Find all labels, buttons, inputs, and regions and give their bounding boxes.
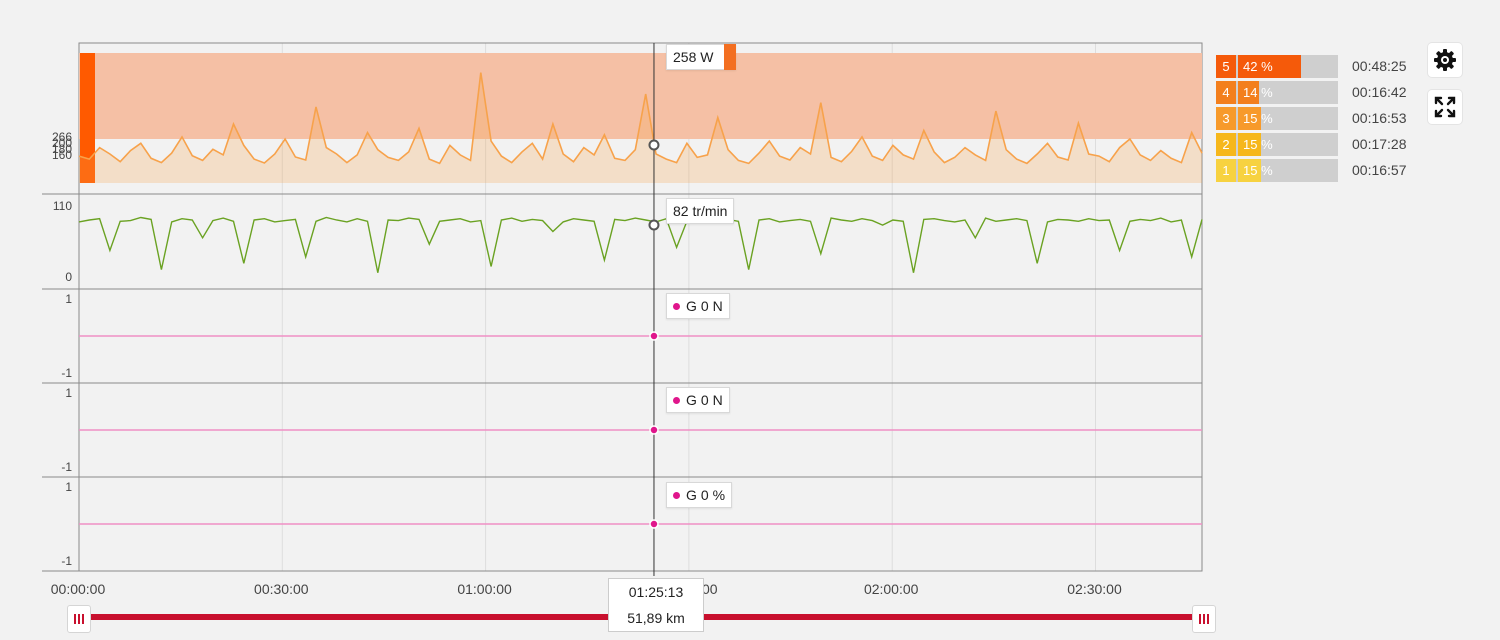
cursor-distance: 51,89 km <box>627 610 685 626</box>
settings-button[interactable] <box>1428 43 1462 77</box>
y-tick-label: 110 <box>53 199 72 213</box>
zone-time: 00:17:28 <box>1352 136 1407 152</box>
power-tooltip: 258 W <box>666 44 737 70</box>
zone-number: 2 <box>1216 133 1236 156</box>
zone-percent: 15 % <box>1243 111 1273 126</box>
cursor-time: 01:25:13 <box>628 584 684 600</box>
power-marker <box>648 139 660 151</box>
zone-row: 1 15 % 00:16:57 <box>1216 159 1416 182</box>
y-tick-label: 160 <box>52 148 72 162</box>
series-label: G <box>686 392 697 408</box>
power-panel[interactable] <box>78 53 1203 183</box>
zone-bar <box>1238 81 1259 104</box>
grip-icon <box>1199 614 1209 624</box>
series-dot <box>673 396 680 404</box>
series-value: 0 N <box>700 298 723 314</box>
y-tick-label: 266 <box>52 130 72 144</box>
power-spike <box>80 53 95 183</box>
y-tick-label: 180 <box>52 142 72 156</box>
gear-icon <box>1434 49 1456 71</box>
zone-bar <box>1238 159 1261 182</box>
cadence-panel[interactable] <box>78 216 1203 273</box>
zone-percent: 14 % <box>1243 85 1273 100</box>
cadence-tooltip-text: 82 tr/min <box>673 203 728 219</box>
zone-number: 3 <box>1216 107 1236 130</box>
zone-row: 3 15 % 00:16:53 <box>1216 107 1416 130</box>
zone-row: 5 42 % 00:48:25 <box>1216 55 1416 78</box>
fullscreen-button[interactable] <box>1428 90 1462 124</box>
y-tick-label: 1 <box>65 292 72 306</box>
series-dot <box>673 302 680 310</box>
series-marker <box>649 425 659 435</box>
zone-percent: 42 % <box>1243 59 1273 74</box>
zone-percent: 15 % <box>1243 163 1273 178</box>
y-tick-label: -1 <box>61 366 72 380</box>
zone-bar <box>1238 55 1301 78</box>
zone-number: 1 <box>1216 159 1236 182</box>
x-axis-label: 02:30:00 <box>1067 581 1122 597</box>
grip-icon <box>74 614 84 624</box>
x-axis-labels: 00:00:00 00:30:00 01:00:00 02:00:00 02:30:00… <box>51 581 1122 597</box>
cadence-line <box>78 216 1203 273</box>
zone-time: 00:16:53 <box>1352 110 1407 126</box>
x-axis-label: 02:00:00 <box>864 581 919 597</box>
zone-bar <box>1238 133 1261 156</box>
expand-icon <box>1434 96 1456 118</box>
y-tick-label: 200 <box>52 136 72 150</box>
x-axis-label: 00:00:00 <box>51 581 106 597</box>
y-tick-label: -1 <box>61 554 72 568</box>
series-value: 0 % <box>700 487 726 503</box>
cadence-marker <box>648 219 660 231</box>
zone-percent: 15 % <box>1243 137 1273 152</box>
series-value: 0 N <box>700 392 723 408</box>
series-dot <box>673 491 680 499</box>
series-label: G <box>686 298 697 314</box>
series-marker <box>649 331 659 341</box>
range-end-handle[interactable] <box>1192 605 1216 633</box>
zone-number: 5 <box>1216 55 1236 78</box>
y-tick-label: -1 <box>61 460 72 474</box>
cadence-tooltip: 82 tr/min <box>666 198 735 224</box>
zone-row: 2 15 % 00:17:28 <box>1216 133 1416 156</box>
zone-time: 00:16:57 <box>1352 162 1407 178</box>
cursor-line <box>648 43 660 576</box>
zone-time: 00:16:42 <box>1352 84 1407 100</box>
power-area <box>79 72 1202 183</box>
power-zone-flag <box>724 44 737 70</box>
x-axis-label: 00:30:00 <box>254 581 309 597</box>
zone-time: 00:48:25 <box>1352 58 1407 74</box>
x-axis-label: 00 <box>702 581 718 597</box>
x-axis-label: 01:00:00 <box>457 581 512 597</box>
panel-borders <box>42 42 1203 572</box>
zone-bar <box>1238 107 1261 130</box>
zone-row: 4 14 % 00:16:42 <box>1216 81 1416 104</box>
power-line <box>78 72 1203 165</box>
y-tick-label: 0 <box>65 270 72 284</box>
y-tick-label: 1 <box>65 386 72 400</box>
zone-number: 4 <box>1216 81 1236 104</box>
cursor-readout: 01:25:13 51,89 km <box>608 578 704 632</box>
power-zones: 5 42 % 00:48:25 4 14 % 00:16:42 3 15 % 00:16:53 2… <box>1216 55 1416 185</box>
power-tooltip-text: 258 W <box>673 49 714 65</box>
series-label: G <box>686 487 697 503</box>
y-tick-label: 1 <box>65 480 72 494</box>
force-panels[interactable] <box>79 335 1202 525</box>
range-start-handle[interactable] <box>67 605 91 633</box>
series-marker <box>649 519 659 529</box>
